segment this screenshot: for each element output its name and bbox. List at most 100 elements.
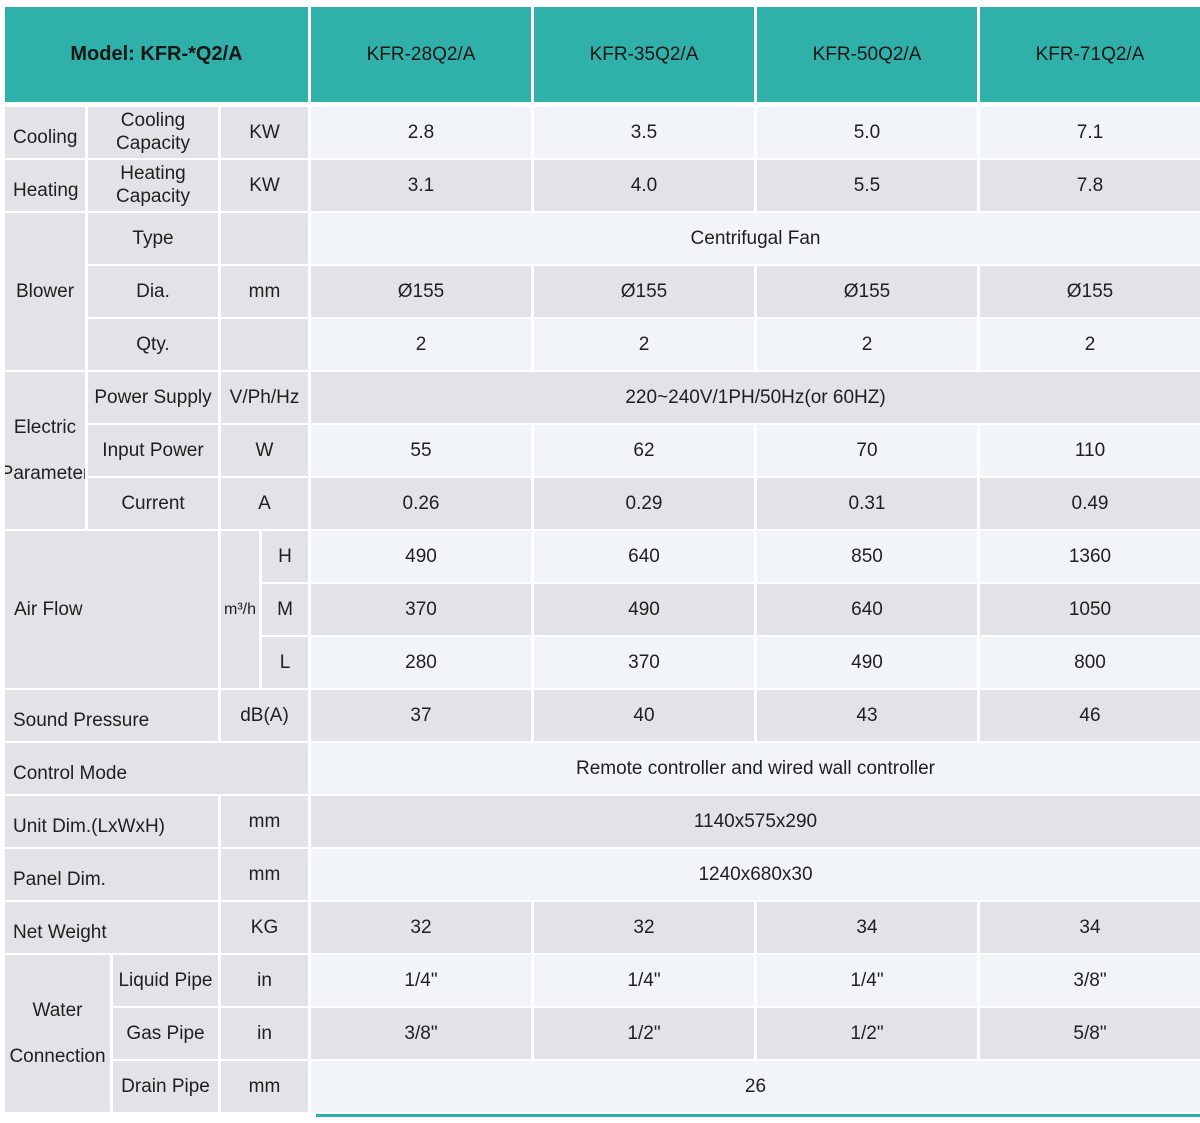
row-blower-type: Type Centrifugal Fan — [88, 213, 1200, 264]
row-unit: W — [221, 425, 308, 476]
value-cell: 1050 — [980, 584, 1200, 635]
row-label: Type — [88, 213, 218, 264]
row-label: Liquid Pipe — [113, 955, 218, 1006]
row-net-weight: Net Weight KG 32 32 34 34 — [5, 902, 1200, 953]
column-header-kfr-71: KFR-71Q2/A — [980, 7, 1200, 102]
value-cell: 0.29 — [534, 478, 754, 529]
row-unit — [221, 213, 308, 264]
row-sound-pressure: Sound Pressure dB(A) 37 40 43 46 — [5, 690, 1200, 741]
value-cell: 2.8 — [311, 107, 531, 158]
value-span-cell: 1240x680x30 — [311, 849, 1200, 900]
row-label: Panel Dim. — [5, 849, 218, 900]
row-unit: in — [221, 1008, 308, 1059]
row-unit: mm — [221, 796, 308, 847]
row-control-mode: Control Mode Remote controller and wired… — [5, 743, 1200, 794]
value-cell: 40 — [534, 690, 754, 741]
row-label: Current — [88, 478, 218, 529]
value-cell: 640 — [534, 531, 754, 582]
row-blower-qty: Qty. 2 2 2 2 — [88, 319, 1200, 370]
row-unit: mm — [221, 849, 308, 900]
row-label: Qty. — [88, 319, 218, 370]
row-unit: KW — [221, 107, 308, 158]
row-power-supply: Power Supply V/Ph/Hz 220~240V/1PH/50Hz(o… — [88, 372, 1200, 423]
value-cell: 110 — [980, 425, 1200, 476]
value-span-cell: Remote controller and wired wall control… — [311, 743, 1200, 794]
row-label: Unit Dim.(LxWxH) — [5, 796, 218, 847]
row-panel-dim: Panel Dim. mm 1240x680x30 — [5, 849, 1200, 900]
row-group-label: Cooling — [5, 107, 85, 158]
row-unit: KG — [221, 902, 308, 953]
row-cooling: Cooling Cooling Capacity KW 2.8 3.5 5.0 … — [5, 107, 1200, 158]
value-cell: 2 — [980, 319, 1200, 370]
section-air-flow: Air Flow m³/h H 490 640 850 1360 M 370 4… — [5, 531, 1200, 688]
value-cell: Ø155 — [311, 266, 531, 317]
value-cell: 370 — [311, 584, 531, 635]
column-header-kfr-50: KFR-50Q2/A — [757, 7, 977, 102]
row-label: Control Mode — [5, 743, 308, 794]
value-cell: 850 — [757, 531, 977, 582]
air-flow-unit: m³/h — [221, 531, 259, 688]
value-cell: 7.8 — [980, 160, 1200, 211]
row-label: Sound Pressure — [5, 690, 218, 741]
row-unit: A — [221, 478, 308, 529]
row-unit: V/Ph/Hz — [221, 372, 308, 423]
value-cell: 490 — [757, 637, 977, 688]
row-air-flow-high: H 490 640 850 1360 — [262, 531, 1200, 582]
value-cell: Ø155 — [757, 266, 977, 317]
column-header-kfr-35: KFR-35Q2/A — [534, 7, 754, 102]
value-cell: 7.1 — [980, 107, 1200, 158]
section-group-label: Blower — [5, 213, 85, 370]
value-cell: 2 — [311, 319, 531, 370]
value-cell: 280 — [311, 637, 531, 688]
row-group-label: Heating — [5, 160, 85, 211]
row-label: Cooling Capacity — [88, 107, 218, 158]
value-cell: 5.5 — [757, 160, 977, 211]
value-cell: 3/8" — [980, 955, 1200, 1006]
row-unit-dim: Unit Dim.(LxWxH) mm 1140x575x290 — [5, 796, 1200, 847]
row-label: Net Weight — [5, 902, 218, 953]
value-cell: 4.0 — [534, 160, 754, 211]
row-unit: mm — [221, 266, 308, 317]
value-cell: 3/8" — [311, 1008, 531, 1059]
row-air-flow-medium: M 370 490 640 1050 — [262, 584, 1200, 635]
value-cell: 32 — [311, 902, 531, 953]
row-label: L — [262, 637, 308, 688]
value-cell: 1/4" — [534, 955, 754, 1006]
section-group-label: Water Connection — [5, 955, 110, 1112]
value-cell: 0.31 — [757, 478, 977, 529]
value-cell: Ø155 — [534, 266, 754, 317]
row-label: Power Supply — [88, 372, 218, 423]
value-cell: 70 — [757, 425, 977, 476]
value-cell: 43 — [757, 690, 977, 741]
value-cell: 370 — [534, 637, 754, 688]
section-group-label: Air Flow — [5, 531, 218, 688]
row-input-power: Input Power W 55 62 70 110 — [88, 425, 1200, 476]
value-cell: 0.49 — [980, 478, 1200, 529]
row-label: Drain Pipe — [113, 1061, 218, 1112]
row-label: M — [262, 584, 308, 635]
row-unit: KW — [221, 160, 308, 211]
section-group-label: Electric Parameter — [5, 372, 85, 529]
value-cell: 640 — [757, 584, 977, 635]
value-span-cell: Centrifugal Fan — [311, 213, 1200, 264]
row-gas-pipe: Gas Pipe in 3/8" 1/2" 1/2" 5/8" — [113, 1008, 1200, 1059]
row-label: Gas Pipe — [113, 1008, 218, 1059]
value-cell: 490 — [311, 531, 531, 582]
model-header: Model: KFR-*Q2/A — [5, 7, 308, 102]
value-cell: 1/4" — [757, 955, 977, 1006]
value-cell: Ø155 — [980, 266, 1200, 317]
value-cell: 0.26 — [311, 478, 531, 529]
column-header-kfr-28: KFR-28Q2/A — [311, 7, 531, 102]
value-cell: 5/8" — [980, 1008, 1200, 1059]
row-liquid-pipe: Liquid Pipe in 1/4" 1/4" 1/4" 3/8" — [113, 955, 1200, 1006]
row-label: Heating Capacity — [88, 160, 218, 211]
value-cell: 62 — [534, 425, 754, 476]
section-electric-parameter: Electric Parameter Power Supply V/Ph/Hz … — [5, 372, 1200, 529]
row-air-flow-low: L 280 370 490 800 — [262, 637, 1200, 688]
row-blower-dia: Dia. mm Ø155 Ø155 Ø155 Ø155 — [88, 266, 1200, 317]
value-cell: 34 — [757, 902, 977, 953]
row-unit: dB(A) — [221, 690, 308, 741]
row-drain-pipe: Drain Pipe mm 26 — [113, 1061, 1200, 1112]
row-label: Input Power — [88, 425, 218, 476]
